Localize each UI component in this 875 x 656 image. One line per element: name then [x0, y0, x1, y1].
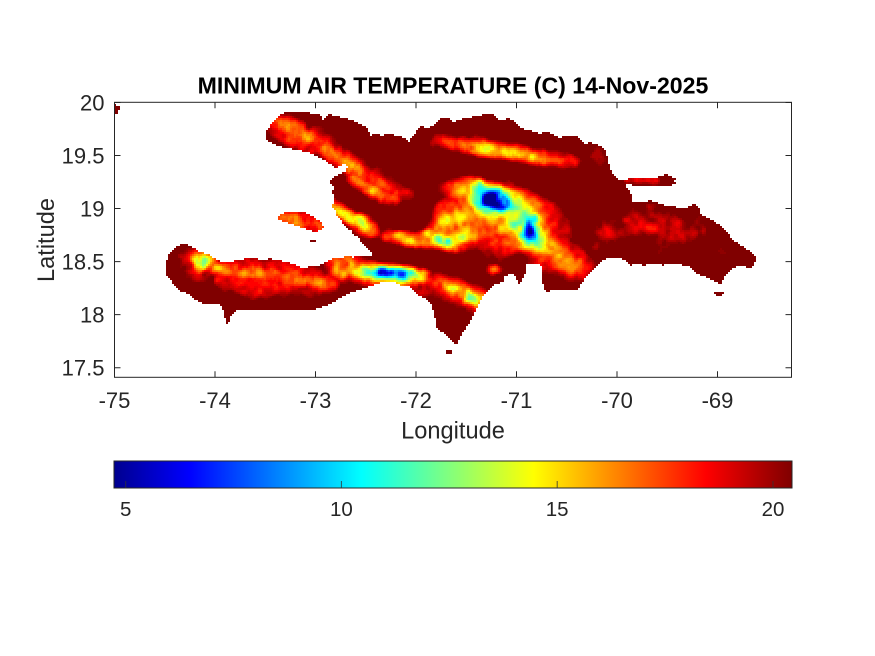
svg-text:19.5: 19.5	[62, 144, 105, 169]
svg-text:-71: -71	[501, 388, 533, 413]
svg-text:18: 18	[80, 303, 104, 328]
svg-text:-69: -69	[702, 388, 734, 413]
svg-text:20: 20	[762, 498, 785, 521]
svg-text:19: 19	[80, 197, 104, 222]
svg-text:5: 5	[120, 498, 131, 521]
svg-text:18.5: 18.5	[62, 250, 105, 275]
svg-text:-72: -72	[400, 388, 432, 413]
svg-text:-73: -73	[300, 388, 332, 413]
svg-text:10: 10	[330, 498, 353, 521]
svg-text:17.5: 17.5	[62, 356, 105, 381]
svg-text:Latitude: Latitude	[34, 198, 60, 282]
svg-text:Longitude: Longitude	[401, 419, 505, 445]
svg-text:15: 15	[546, 498, 569, 521]
svg-text:-74: -74	[199, 388, 231, 413]
svg-text:-75: -75	[99, 388, 131, 413]
svg-text:20: 20	[80, 90, 104, 115]
svg-text:MINIMUM AIR TEMPERATURE (C) 14: MINIMUM AIR TEMPERATURE (C) 14-Nov-2025	[198, 73, 709, 99]
svg-text:-70: -70	[601, 388, 633, 413]
